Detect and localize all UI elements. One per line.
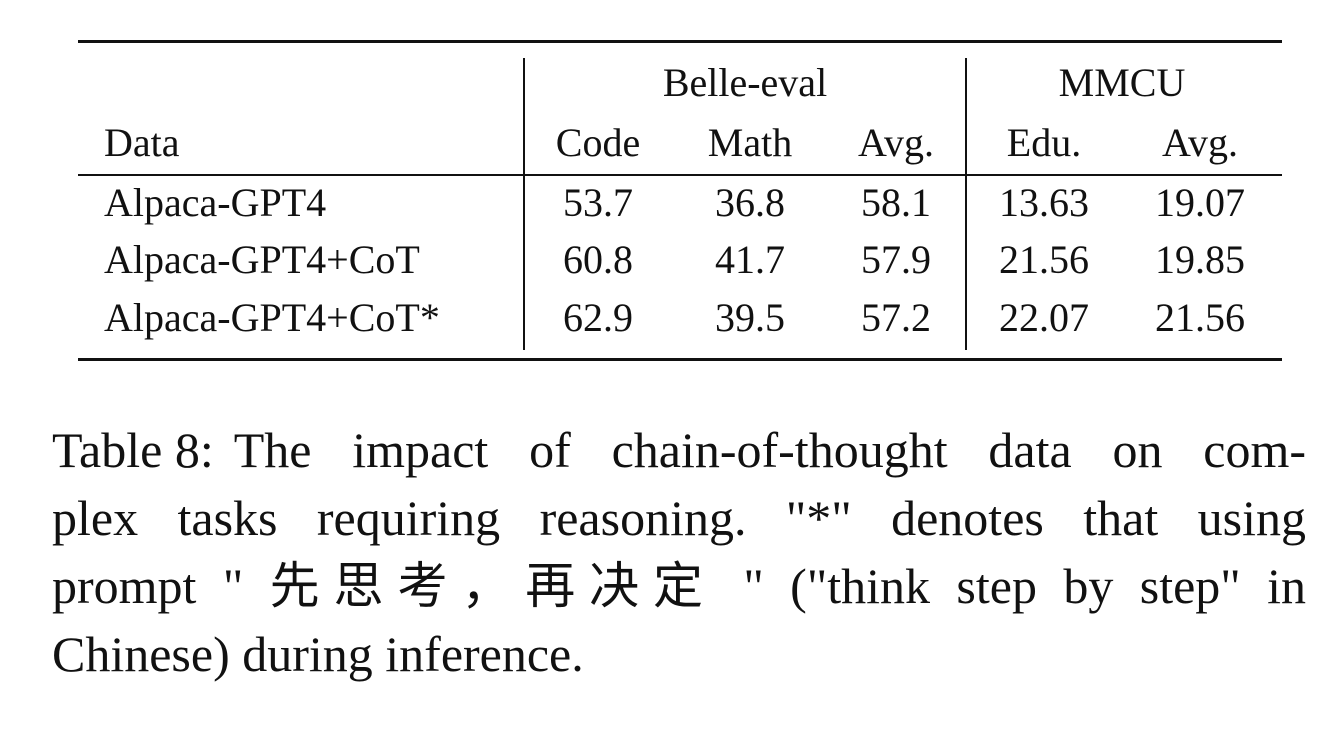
table-cell: 22.07 bbox=[999, 295, 1089, 340]
column-header: Avg. bbox=[1162, 120, 1238, 165]
caption-text: The impact of chain-of-thought data on c… bbox=[233, 422, 1306, 478]
column-header: Data bbox=[104, 120, 180, 165]
table-cell: 53.7 bbox=[563, 180, 633, 225]
column-header: Avg. bbox=[858, 120, 934, 165]
bottom-rule bbox=[78, 358, 1282, 361]
caption-label: Table 8: bbox=[52, 422, 214, 478]
caption-text: prompt " 先思考，再决定 " ("think step by step"… bbox=[52, 558, 1306, 614]
caption-line: plex tasks requiring reasoning. "*" deno… bbox=[52, 488, 1306, 548]
column-header: Edu. bbox=[1006, 120, 1082, 165]
vertical-rule bbox=[965, 58, 967, 350]
table-cell: 13.63 bbox=[999, 180, 1089, 225]
column-header: Math bbox=[707, 120, 793, 165]
group-header: Belle-eval bbox=[662, 60, 828, 105]
caption-text: Chinese) during inference. bbox=[52, 626, 584, 682]
table-cell: 57.2 bbox=[861, 295, 931, 340]
table-cell: 19.85 bbox=[1155, 237, 1245, 282]
group-header: MMCU bbox=[1058, 60, 1186, 105]
table-cell: 60.8 bbox=[563, 237, 633, 282]
caption-line: prompt " 先思考，再决定 " ("think step by step"… bbox=[52, 556, 1306, 616]
table-cell: 58.1 bbox=[861, 180, 931, 225]
table-cell: 21.56 bbox=[999, 237, 1089, 282]
table-cell: 41.7 bbox=[715, 237, 785, 282]
table-cell: 39.5 bbox=[715, 295, 785, 340]
row-label: Alpaca-GPT4+CoT bbox=[104, 237, 420, 282]
caption-text: plex tasks requiring reasoning. "*" deno… bbox=[52, 490, 1306, 546]
table-cell: 62.9 bbox=[563, 295, 633, 340]
table-cell: 19.07 bbox=[1155, 180, 1245, 225]
row-label: Alpaca-GPT4+CoT* bbox=[104, 295, 440, 340]
table-cell: 36.8 bbox=[715, 180, 785, 225]
column-header: Code bbox=[555, 120, 641, 165]
caption-line: Chinese) during inference. bbox=[52, 624, 1306, 684]
mid-rule bbox=[78, 174, 1282, 176]
caption-line: Table 8: The impact of chain-of-thought d… bbox=[52, 420, 1306, 480]
row-label: Alpaca-GPT4 bbox=[104, 180, 327, 225]
table-cell: 57.9 bbox=[861, 237, 931, 282]
table-cell: 21.56 bbox=[1155, 295, 1245, 340]
top-rule bbox=[78, 40, 1282, 43]
vertical-rule bbox=[523, 58, 525, 350]
